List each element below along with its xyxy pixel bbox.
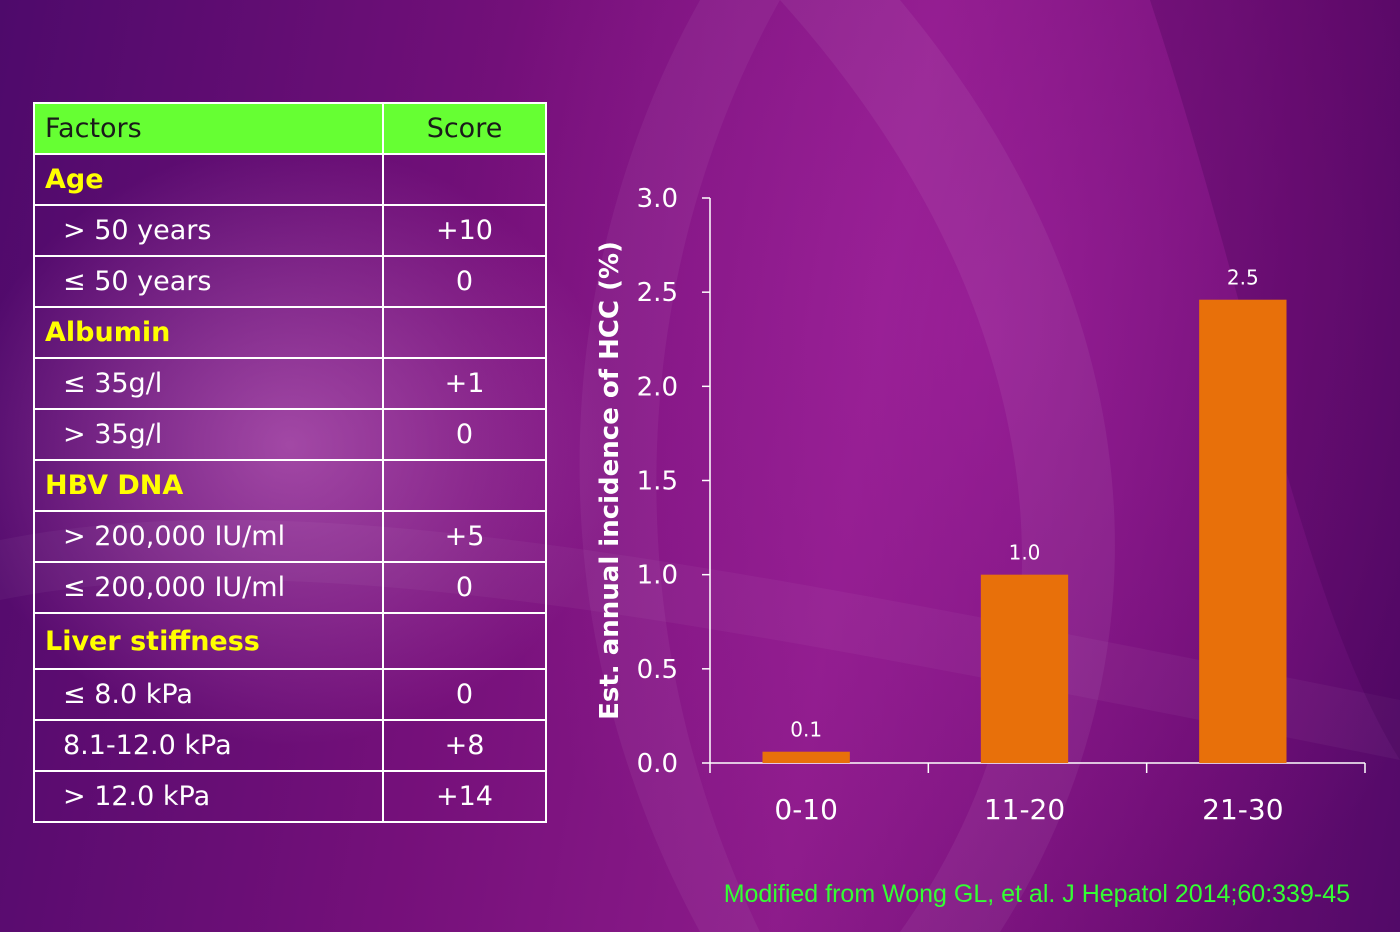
category-row-albumin: Albumin — [33, 306, 547, 359]
table-row: ≤ 200,000 IU/ml 0 — [33, 561, 547, 614]
score-value: +5 — [382, 510, 547, 563]
empty-cell — [382, 612, 547, 670]
table-row: ≤ 35g/l +1 — [33, 357, 547, 410]
y-tick-label: 1.5 — [637, 467, 678, 497]
score-value: 0 — [382, 561, 547, 614]
table-row: > 35g/l 0 — [33, 408, 547, 461]
category-row-age: Age — [33, 153, 547, 206]
table-row: > 200,000 IU/ml +5 — [33, 510, 547, 563]
data-label: 0.1 — [790, 718, 822, 742]
factor-label: ≤ 8.0 kPa — [33, 668, 384, 721]
citation-text: Modified from Wong GL, et al. J Hepatol … — [723, 880, 1350, 908]
y-tick-label: 1.0 — [637, 561, 678, 591]
score-value: +1 — [382, 357, 547, 410]
table-row: ≤ 50 years 0 — [33, 255, 547, 308]
factor-label: > 200,000 IU/ml — [33, 510, 384, 563]
y-tick-label: 0.5 — [637, 655, 678, 685]
category-label: HBV DNA — [33, 459, 384, 512]
x-tick-label: 21-30 — [1202, 793, 1283, 826]
factor-label: > 35g/l — [33, 408, 384, 461]
category-row-liver-stiffness: Liver stiffness — [33, 612, 547, 670]
score-value: 0 — [382, 408, 547, 461]
table-row: > 12.0 kPa +14 — [33, 770, 547, 823]
factor-label: 8.1-12.0 kPa — [33, 719, 384, 772]
y-tick-label: 2.5 — [637, 278, 678, 308]
table-row: > 50 years +10 — [33, 204, 547, 257]
bar-0-10 — [762, 751, 850, 763]
empty-cell — [382, 153, 547, 206]
table-header-row: Factors Score — [33, 102, 547, 155]
category-row-hbv-dna: HBV DNA — [33, 459, 547, 512]
score-value: 0 — [382, 668, 547, 721]
x-tick-label: 11-20 — [984, 793, 1065, 826]
factor-label: > 12.0 kPa — [33, 770, 384, 823]
category-label: Liver stiffness — [33, 612, 384, 670]
header-score: Score — [382, 102, 547, 155]
y-tick-label: 0.0 — [637, 749, 678, 779]
data-label: 2.5 — [1227, 266, 1259, 290]
score-value: 0 — [382, 255, 547, 308]
hcc-incidence-bar-chart: 0.0 0.5 1.0 1.5 2.0 2.5 3.0 Est. annual inciden… — [595, 184, 1366, 826]
data-label: 1.0 — [1009, 541, 1041, 565]
x-tick-label: 0-10 — [774, 793, 838, 826]
table-row: ≤ 8.0 kPa 0 — [33, 668, 547, 721]
header-factors: Factors — [33, 102, 384, 155]
bar-11-20 — [980, 574, 1069, 763]
factor-label: ≤ 200,000 IU/ml — [33, 561, 384, 614]
empty-cell — [382, 459, 547, 512]
empty-cell — [382, 306, 547, 359]
score-value: +8 — [382, 719, 547, 772]
factor-label: ≤ 35g/l — [33, 357, 384, 410]
y-axis-label: Est. annual incidence of HCC (%) — [595, 241, 625, 720]
factor-label: > 50 years — [33, 204, 384, 257]
factor-label: ≤ 50 years — [33, 255, 384, 308]
category-label: Albumin — [33, 306, 384, 359]
category-label: Age — [33, 153, 384, 206]
score-value: +10 — [382, 204, 547, 257]
score-value: +14 — [382, 770, 547, 823]
y-tick-label: 2.0 — [637, 372, 678, 402]
bar-21-30 — [1199, 299, 1287, 763]
table-row: 8.1-12.0 kPa +8 — [33, 719, 547, 772]
y-tick-label: 3.0 — [637, 184, 678, 214]
risk-score-table: Factors Score Age > 50 years +10 ≤ 50 ye… — [33, 102, 547, 823]
